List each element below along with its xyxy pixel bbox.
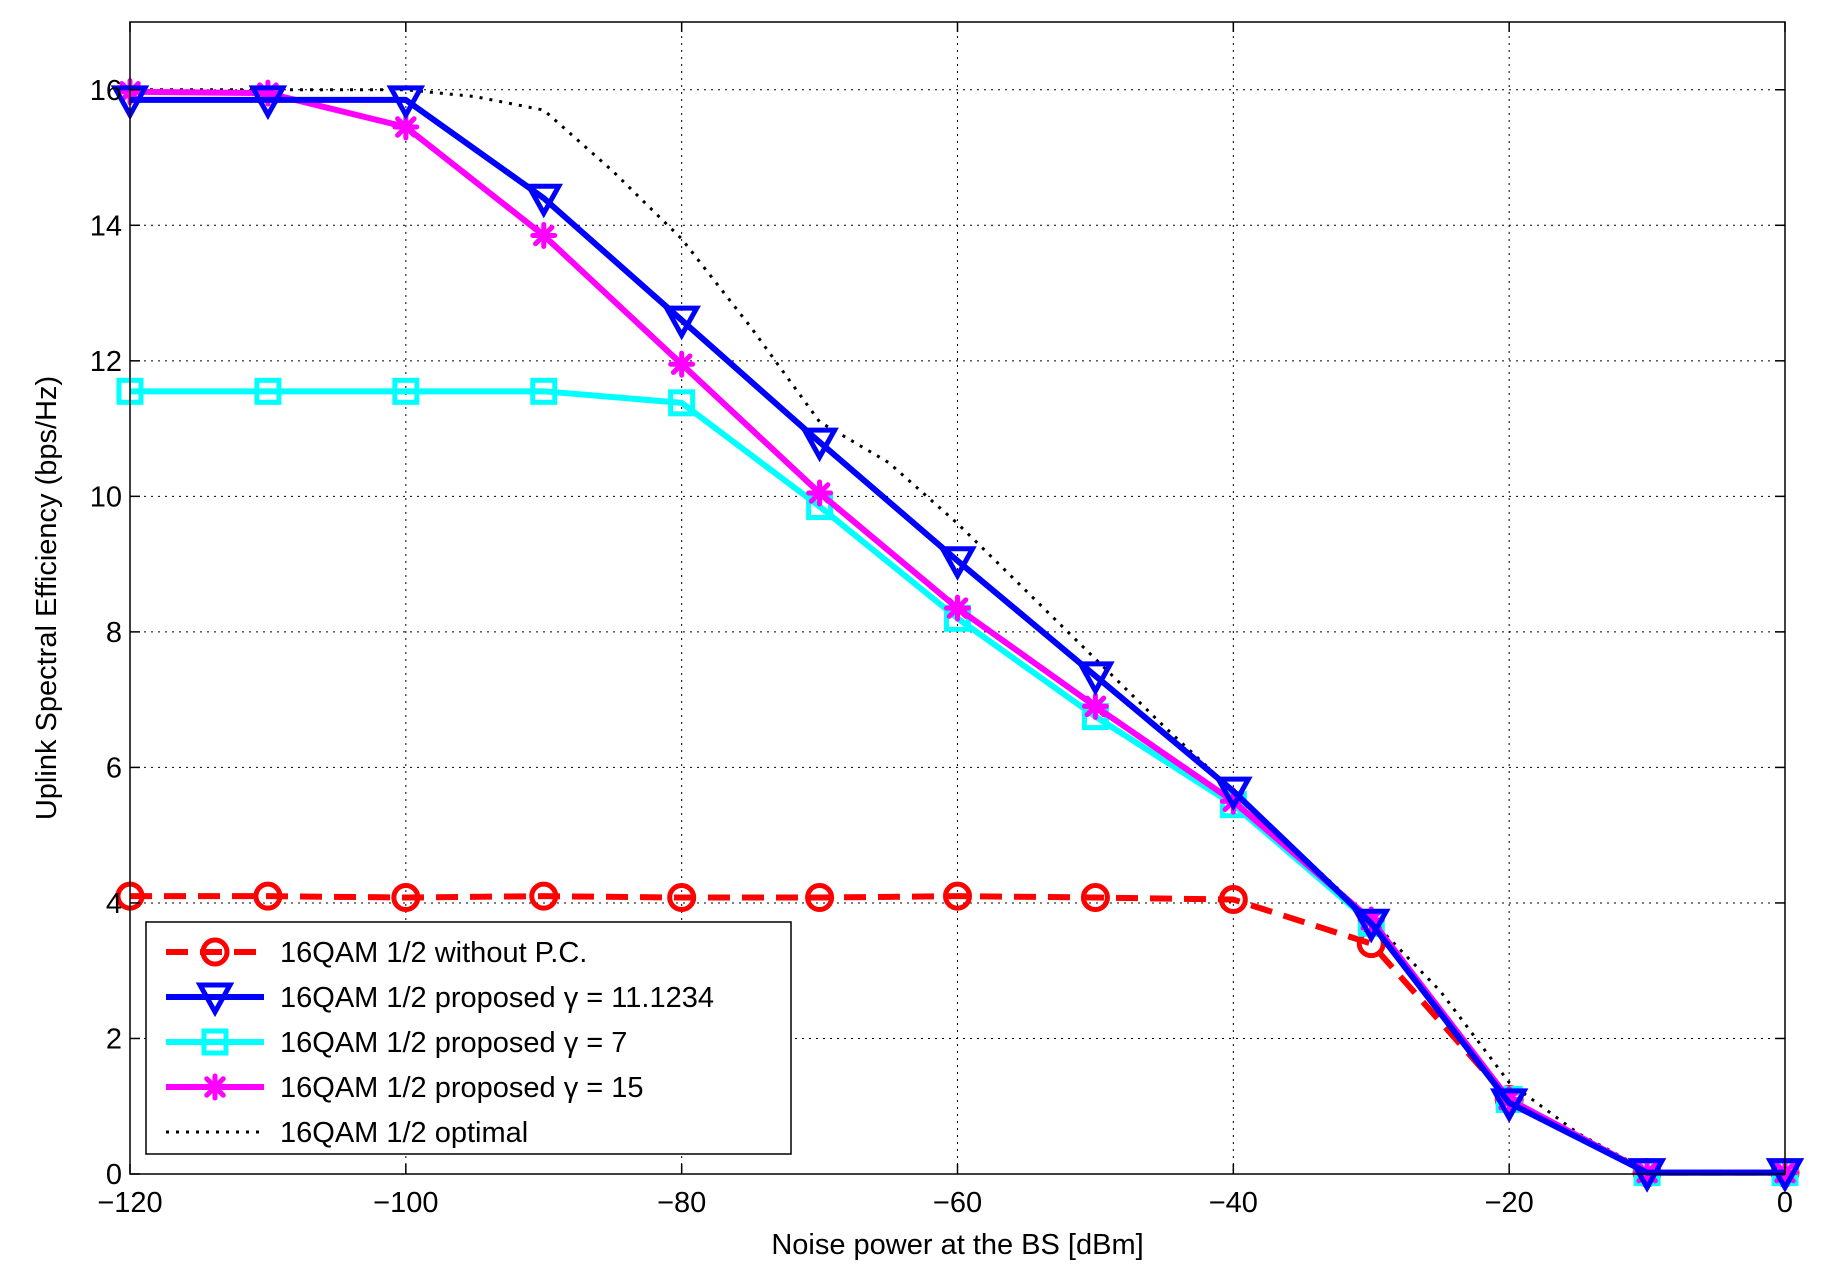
- data-point-core: [400, 122, 411, 133]
- data-point: [386, 85, 426, 121]
- legend-box: [145, 921, 792, 1155]
- data-point: [253, 881, 283, 911]
- legend-label: 16QAM 1/2 proposed γ = 15: [280, 1072, 644, 1104]
- y-tick-label: 6: [106, 752, 122, 784]
- x-tick-label: −20: [1485, 1187, 1534, 1219]
- data-point-core: [676, 359, 687, 370]
- series-line: [130, 96, 1785, 1176]
- data-point-core: [952, 603, 963, 614]
- y-tick-label: 0: [106, 1159, 122, 1191]
- data-point: [254, 377, 282, 405]
- legend-entry: 16QAM 1/2 optimal: [166, 1117, 528, 1149]
- x-tick-label: −60: [933, 1187, 982, 1219]
- y-axis-title: Uplink Spectral Efficiency (bps/Hz): [31, 376, 63, 820]
- x-tick-label: −40: [1209, 1187, 1258, 1219]
- data-point-core: [538, 230, 549, 241]
- data-point: [248, 85, 288, 121]
- data-point: [668, 389, 696, 417]
- x-tick-label: −120: [97, 1187, 162, 1219]
- y-tick-label: 8: [106, 617, 122, 649]
- y-tick-label: 12: [90, 346, 122, 378]
- data-point: [1218, 885, 1248, 915]
- legend-entry: 16QAM 1/2 proposed γ = 15: [166, 1072, 644, 1104]
- data-point: [1080, 883, 1110, 913]
- data-point: [943, 881, 972, 911]
- series-line: [130, 893, 1785, 1176]
- data-point: [667, 883, 697, 913]
- data-point: [1352, 908, 1391, 944]
- data-point: [391, 883, 421, 913]
- data-point: [529, 881, 559, 911]
- x-tick-label: 0: [1777, 1187, 1793, 1219]
- legend-label: 16QAM 1/2 without P.C.: [280, 937, 587, 969]
- data-point: [392, 377, 420, 405]
- data-point: [800, 427, 839, 463]
- legend-label: 16QAM 1/2 proposed γ = 11.1234: [280, 982, 714, 1014]
- x-tick-label: −100: [373, 1187, 438, 1219]
- data-point: [805, 883, 835, 913]
- x-tick-label: −80: [657, 1187, 706, 1219]
- y-tick-label: 4: [106, 888, 122, 920]
- axis-ticks: −120 −100 −80 −60 −40 −20 0 0 2 4 6 8 10 12 14 16: [90, 22, 1793, 1219]
- legend-marker: [200, 937, 230, 967]
- legend-entry: 16QAM 1/2 without P.C.: [166, 937, 587, 969]
- data-point: [1489, 1088, 1529, 1123]
- legend-label: 16QAM 1/2 optimal: [280, 1117, 528, 1149]
- legend-marker: [201, 1028, 229, 1056]
- series-layer: [110, 78, 1805, 1193]
- data-point: [530, 377, 558, 405]
- y-tick-label: 16: [90, 75, 122, 107]
- data-point-core: [262, 88, 273, 99]
- y-tick-label: 14: [90, 210, 122, 242]
- data-point-core: [1090, 701, 1101, 712]
- y-tick-label: 2: [106, 1023, 122, 1055]
- x-axis-title: Noise power at the BS [dBm]: [771, 1229, 1143, 1261]
- data-point-core: [814, 487, 825, 498]
- data-point: [524, 183, 563, 219]
- legend-marker: [195, 982, 235, 1018]
- y-tick-label: 10: [90, 481, 122, 513]
- legend-entry: 16QAM 1/2 proposed γ = 7: [166, 1027, 627, 1059]
- data-point: [938, 546, 977, 581]
- legend-entry: 16QAM 1/2 proposed γ = 11.1234: [166, 982, 714, 1018]
- legend-marker-core: [210, 1082, 220, 1092]
- legend-label: 16QAM 1/2 proposed γ = 7: [280, 1027, 627, 1059]
- legend: 16QAM 1/2 without P.C. 16QAM 1/2 proposed…: [145, 921, 792, 1155]
- data-point: [662, 305, 701, 341]
- data-point: [1214, 776, 1253, 812]
- data-point: [1076, 661, 1115, 697]
